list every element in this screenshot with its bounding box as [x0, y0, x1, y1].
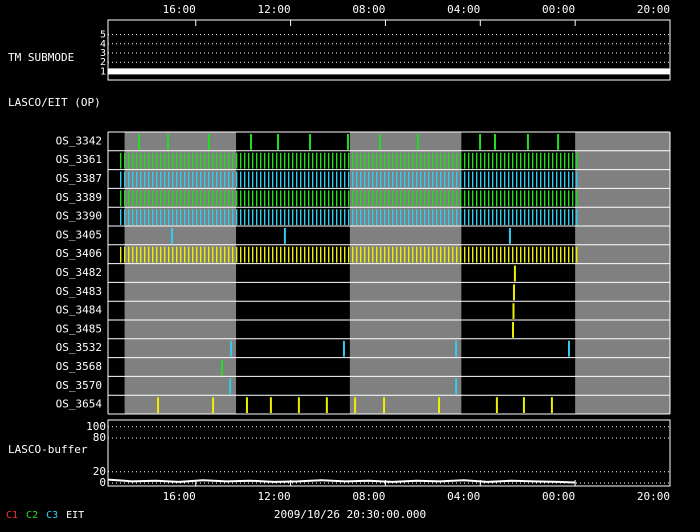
x-tick-label: 12:00	[257, 3, 290, 16]
x-tick-label: 12:00	[257, 490, 290, 503]
row-label: OS_3570	[56, 379, 102, 392]
legend-entry: C2	[26, 510, 38, 521]
x-tick-label: 08:00	[352, 3, 385, 16]
row-label: OS_3532	[56, 341, 102, 354]
y-tick-label: 3	[100, 48, 106, 59]
y-tick-label: 100	[86, 420, 106, 433]
y-tick-label: 0	[99, 476, 106, 489]
row-label: OS_3390	[56, 210, 102, 223]
active-span	[117, 190, 578, 207]
x-tick-label: 04:00	[447, 490, 480, 503]
active-span	[119, 209, 578, 225]
buffer-label: LASCO-buffer	[8, 443, 88, 456]
panel-frame	[107, 419, 671, 487]
x-tick-label: 16:00	[163, 3, 196, 16]
row-label: OS_3342	[56, 134, 102, 147]
x-tick-label: 20:00	[637, 490, 670, 503]
timestamp: 2009/10/26 20:30:00.000	[274, 508, 426, 521]
y-tick-label: 80	[93, 431, 106, 444]
buffer-line	[107, 478, 576, 484]
active-span	[117, 152, 578, 169]
y-tick-label: 4	[100, 39, 106, 50]
legend-entry: C3	[46, 510, 58, 521]
row-label: OS_3482	[56, 266, 102, 279]
x-tick-label: 00:00	[542, 3, 575, 16]
active-span	[119, 171, 578, 188]
row-label: OS_3568	[56, 360, 102, 373]
row-label: OS_3654	[56, 398, 103, 411]
y-tick-label: 20	[93, 465, 106, 478]
row-label: OS_3405	[56, 228, 102, 241]
x-tick-label: 08:00	[352, 490, 385, 503]
y-tick-label: 2	[100, 57, 106, 68]
x-tick-label: 04:00	[447, 3, 480, 16]
tm-label: TM SUBMODE	[8, 51, 74, 64]
x-tick-label: 00:00	[542, 490, 575, 503]
row-label: OS_3483	[56, 285, 102, 298]
x-tick-label: 16:00	[163, 490, 196, 503]
shaded-period	[575, 132, 670, 414]
y-tick-label: 1	[100, 66, 106, 77]
row-label: OS_3389	[56, 191, 102, 204]
row-label: OS_3406	[56, 247, 102, 260]
mode-bar	[108, 68, 670, 75]
row-label: OS_3361	[56, 153, 102, 166]
lasco-label: LASCO/EIT (OP)	[8, 96, 101, 109]
row-label: OS_3387	[56, 172, 102, 185]
row-label: OS_3484	[56, 304, 103, 317]
x-tick-label: 20:00	[637, 3, 670, 16]
active-span	[117, 246, 578, 263]
legend-entry: C1	[6, 510, 18, 521]
legend-entry: EIT	[66, 510, 84, 521]
panel-frame	[107, 19, 671, 81]
row-label: OS_3485	[56, 322, 102, 335]
y-tick-label: 5	[100, 30, 106, 41]
